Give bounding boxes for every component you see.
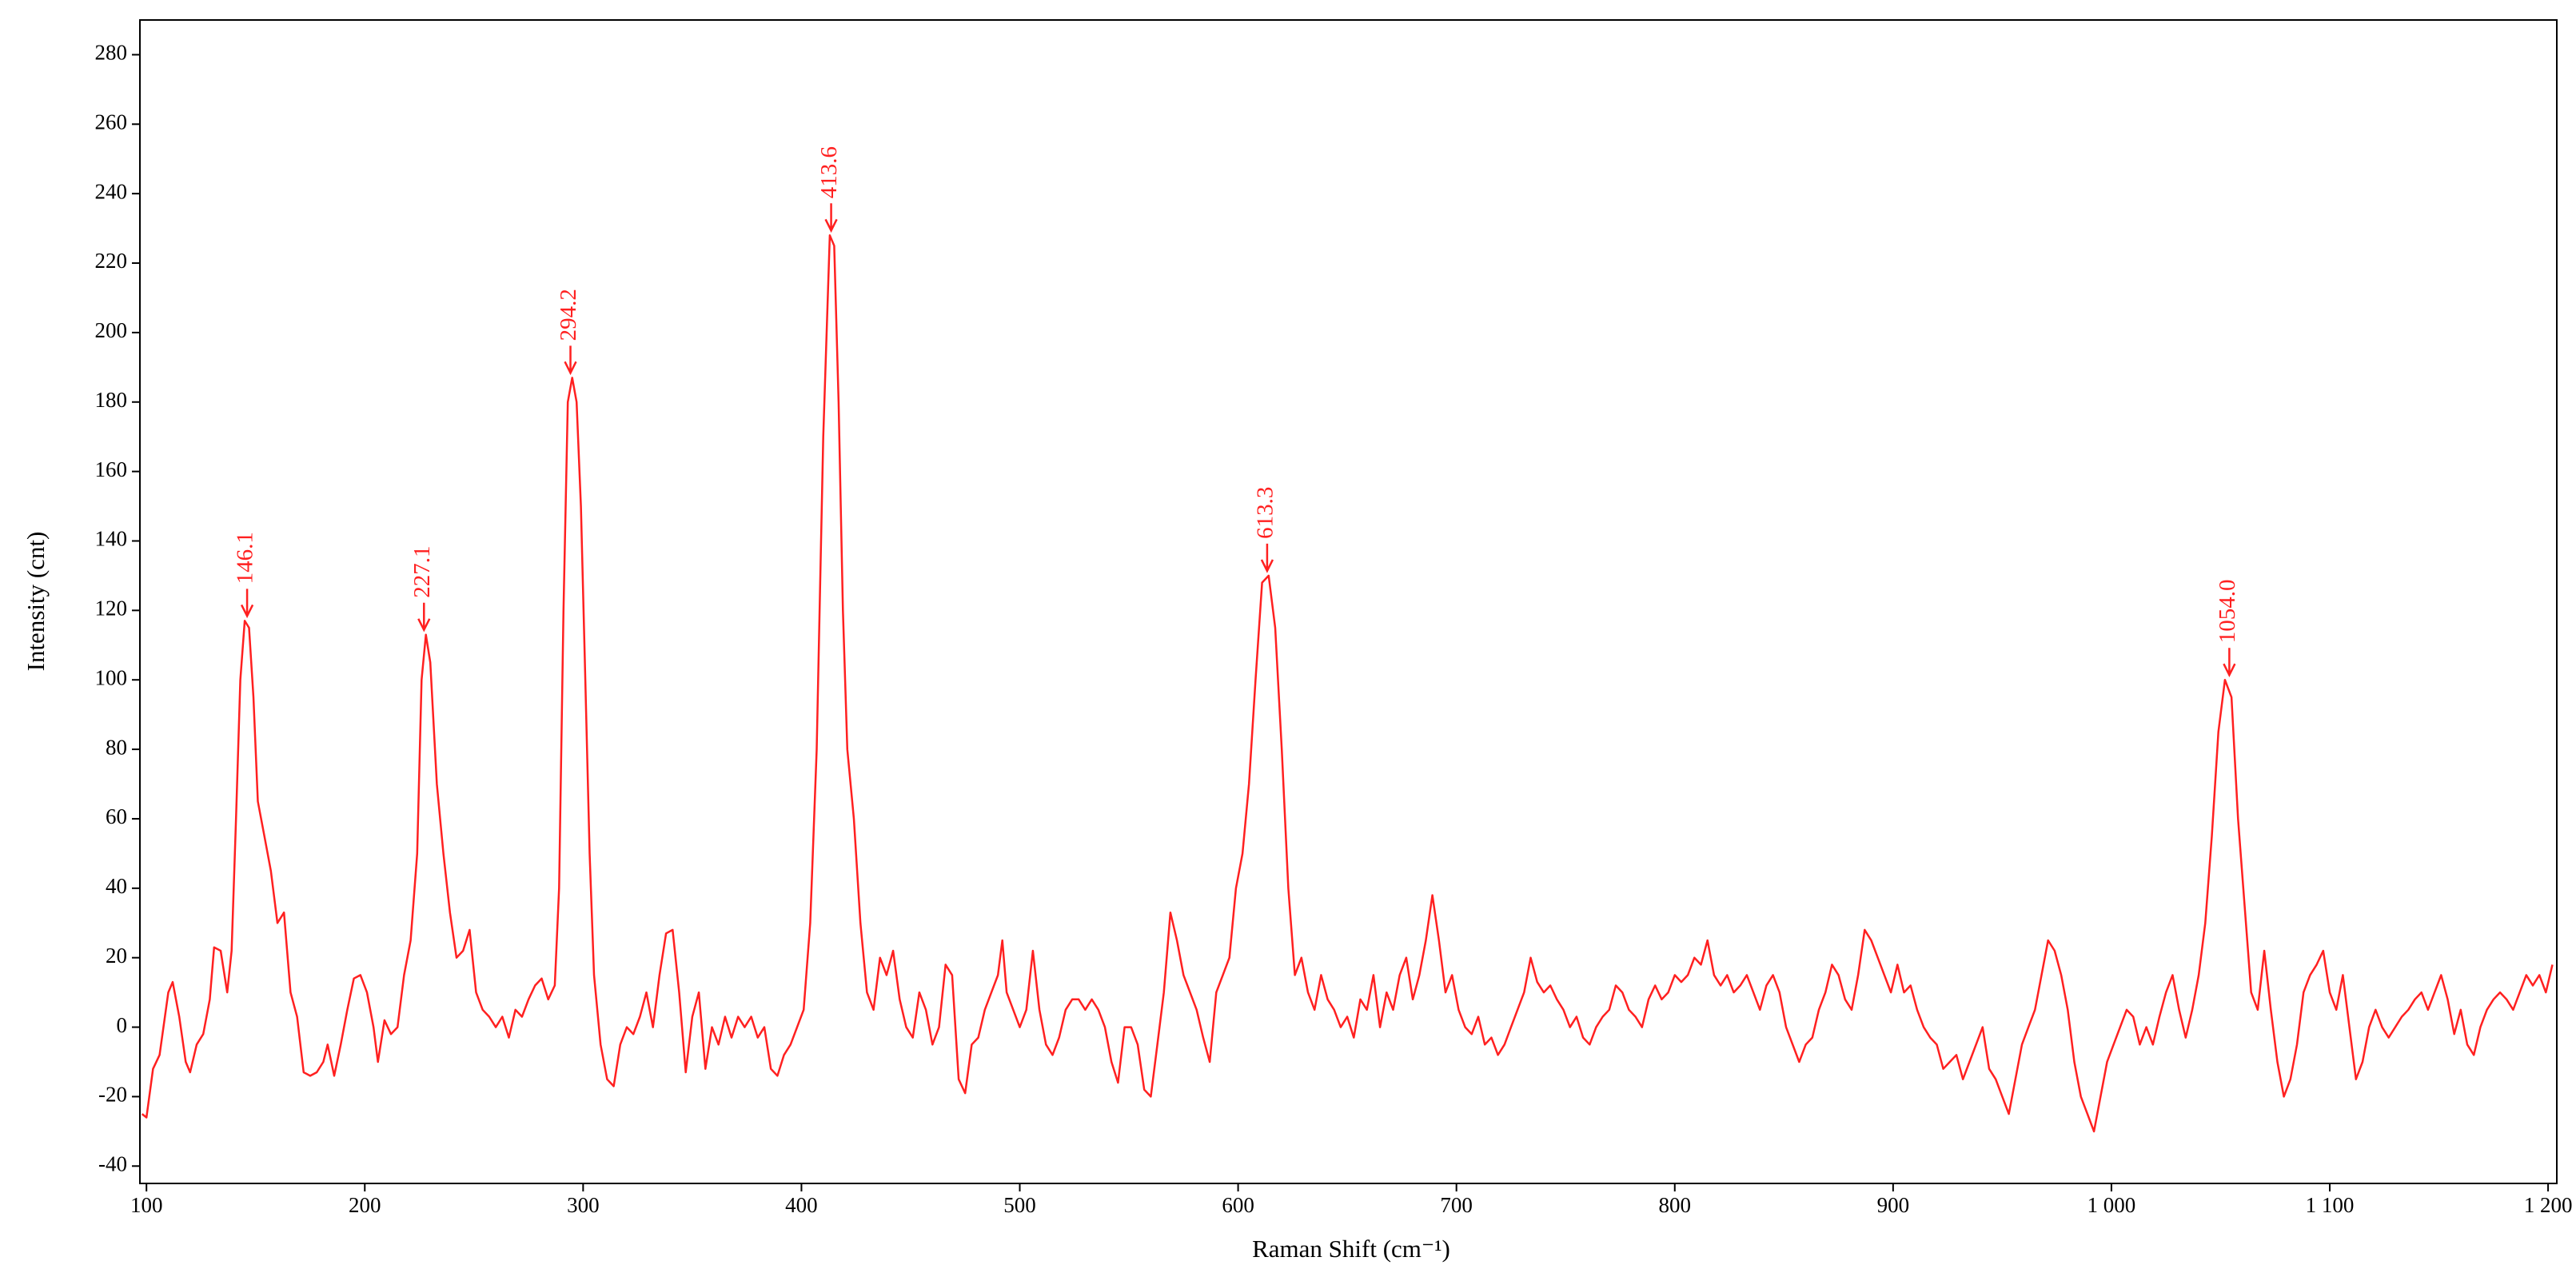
peak-arrow [2223,648,2236,678]
x-tick-label: 500 [1003,1193,1036,1217]
y-tick-label: 220 [95,249,128,273]
y-tick-label: 120 [95,597,128,621]
spectrum-line [141,234,2554,1133]
x-tick-label: 600 [1222,1193,1254,1217]
y-tick-label: 0 [117,1013,128,1037]
x-tick-label: 200 [349,1193,381,1217]
x-tick-label: 700 [1440,1193,1473,1217]
peak-label: 146.1 [233,532,258,584]
peak-arrow [240,589,254,619]
y-tick-label: -40 [98,1151,127,1175]
y-tick-label: 100 [95,665,128,689]
y-tick-label: 40 [106,874,127,898]
x-tick-label: 400 [785,1193,818,1217]
peak-label: 227.1 [409,546,435,598]
x-axis-label: Raman Shift (cm⁻¹) [1252,1235,1450,1263]
peak-arrow [1260,543,1274,573]
y-tick-label: 160 [95,457,128,481]
peak-label: 1054.0 [2215,579,2240,643]
y-tick-label: 140 [95,527,128,551]
x-tick-label: 300 [567,1193,600,1217]
peak-arrow [564,345,577,376]
x-tick-label: 1 200 [2524,1193,2573,1217]
y-tick-label: -20 [98,1083,127,1107]
y-tick-label: 180 [95,388,128,412]
y-tick-label: 240 [95,179,128,203]
y-tick-label: 200 [95,318,128,342]
y-tick-label: 60 [106,804,127,828]
y-tick-label: 20 [106,944,127,968]
x-tick-label: 100 [130,1193,163,1217]
peak-arrow [417,602,431,633]
peak-arrow [824,203,838,233]
x-tick-label: 1 100 [2306,1193,2355,1217]
y-tick-label: 280 [95,41,128,65]
y-tick-label: 260 [95,110,128,134]
plot-frame [139,19,2558,1184]
peak-label: 613.3 [1253,487,1278,539]
y-axis-label: Intensity (cnt) [22,532,50,672]
y-tick-label: 80 [106,735,127,759]
x-tick-label: 1 000 [2088,1193,2136,1217]
x-tick-label: 900 [1877,1193,1910,1217]
peak-label: 413.6 [816,146,842,198]
x-tick-label: 800 [1659,1193,1692,1217]
peak-label: 294.2 [556,289,581,341]
